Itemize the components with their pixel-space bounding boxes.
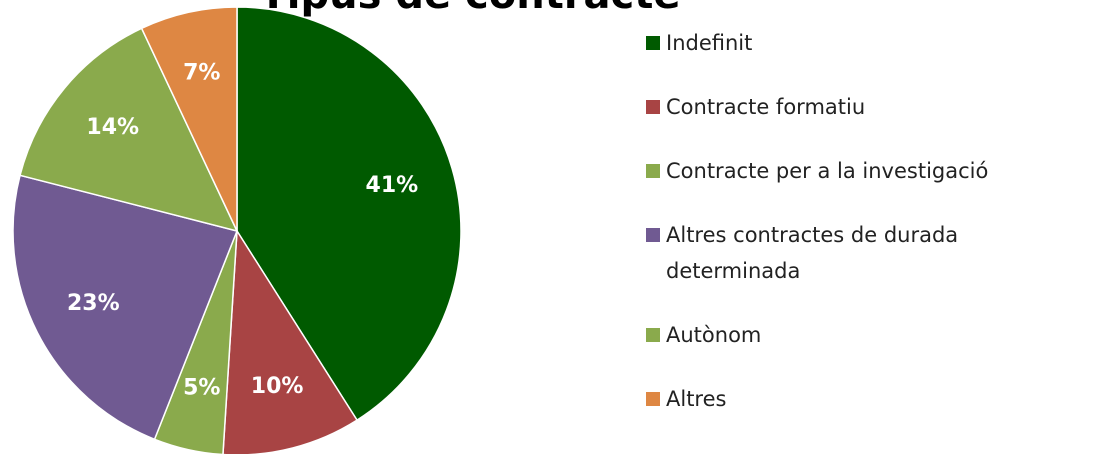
legend-label: Autònom (666, 323, 762, 347)
legend-swatch (646, 100, 660, 114)
value-label: 10% (251, 374, 304, 399)
legend-item: Altres contractes de durada determinada (646, 217, 1086, 289)
value-label: 7% (183, 61, 220, 86)
legend-item: Contracte formatiu (646, 89, 1086, 125)
legend-swatch (646, 36, 660, 50)
pie-slice (140, 6, 238, 232)
legend: Indefinit Contracte formatiu Contracte per… (646, 25, 1086, 417)
legend-swatch (646, 392, 660, 406)
legend-label: Altres contractes de durada determinada (666, 223, 959, 283)
legend-item: Contracte per a la investigació (646, 153, 1086, 189)
legend-label: Contracte per a la investigació (666, 159, 989, 183)
legend-label: Contracte formatiu (666, 95, 866, 119)
pie-slice (222, 228, 359, 454)
legend-swatch (646, 228, 660, 242)
legend-item: Altres (646, 381, 1086, 417)
legend-label: Indefinit (666, 31, 753, 55)
legend-label: Altres (666, 387, 727, 411)
legend-item: Indefinit (646, 25, 1086, 61)
value-label: 41% (366, 173, 419, 198)
pie-slice (236, 6, 462, 422)
chart-title: Tipus de contracte (260, 0, 681, 18)
value-label: 23% (67, 291, 120, 316)
value-label: 5% (183, 375, 220, 400)
legend-swatch (646, 328, 660, 342)
legend-item: Autònom (646, 317, 1086, 353)
pie-slice (19, 27, 239, 233)
pie-slice (12, 174, 239, 441)
legend-swatch (646, 164, 660, 178)
value-label: 14% (86, 115, 139, 140)
